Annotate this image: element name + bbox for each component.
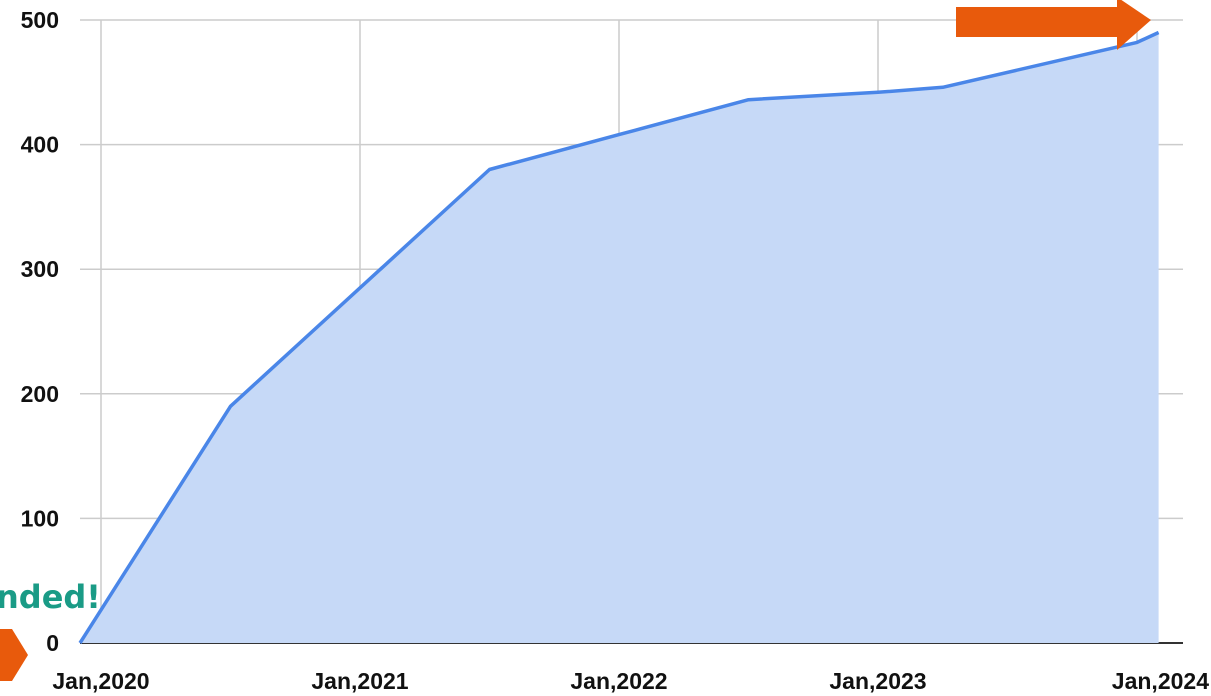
annotations: nded! [0, 0, 1151, 681]
y-tick-label: 100 [21, 505, 59, 531]
area-fill [80, 32, 1159, 643]
series-line [78, 30, 1160, 644]
y-tick-label: 300 [21, 256, 59, 282]
tick-labels: 0 100 200 300 400 500 Jan,2020 Jan,2021 Jan,2022… [21, 7, 1210, 694]
annotation-label: nded! [0, 578, 101, 616]
x-tick-label: Jan,2022 [570, 668, 667, 694]
small-arrow-icon [0, 629, 28, 681]
area-series [78, 30, 1160, 644]
right-arrow-icon [956, 0, 1151, 50]
y-tick-label: 400 [21, 132, 59, 158]
y-tick-label: 500 [21, 7, 59, 33]
x-tick-label: Jan,2024 [1112, 668, 1209, 694]
y-tick-label: 0 [46, 630, 59, 656]
y-tick-label: 200 [21, 381, 59, 407]
x-tick-label: Jan,2021 [311, 668, 408, 694]
x-tick-label: Jan,2020 [52, 668, 149, 694]
x-tick-label: Jan,2023 [829, 668, 926, 694]
